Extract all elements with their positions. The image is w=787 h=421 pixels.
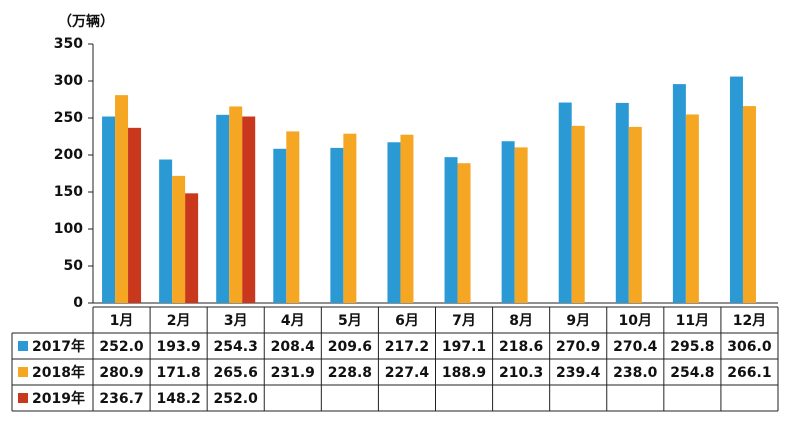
legend-label: 2019年: [32, 390, 85, 407]
x-tick-label: 1月: [110, 313, 134, 329]
x-tick-label: 5月: [338, 313, 362, 329]
bar: [514, 147, 528, 303]
y-tick-label: 50: [64, 258, 84, 274]
table-value: 254.3: [214, 339, 258, 355]
table-value: 265.6: [214, 365, 258, 381]
bar: [615, 102, 629, 304]
table-value: 231.9: [271, 365, 315, 381]
bar: [343, 133, 357, 303]
bar: [742, 106, 756, 303]
table-value: 254.8: [670, 365, 714, 381]
bar: [102, 116, 116, 304]
bar: [672, 84, 686, 303]
table-value: 217.2: [385, 339, 429, 355]
legend-label: 2018年: [32, 364, 85, 381]
bar: [273, 148, 287, 303]
x-tick-label: 4月: [281, 313, 305, 329]
bar: [457, 163, 471, 303]
y-tick-label: 200: [54, 147, 83, 163]
table-value: 218.6: [499, 339, 543, 355]
table-value: 227.4: [385, 365, 430, 381]
bar: [128, 127, 142, 303]
table-value: 238.0: [613, 365, 658, 381]
table-value: 228.8: [328, 365, 372, 381]
bar: [229, 106, 243, 304]
x-tick-label: 3月: [224, 313, 248, 329]
table-value: 280.9: [99, 365, 143, 381]
y-tick-label: 100: [54, 221, 83, 237]
x-tick-label: 9月: [566, 313, 590, 329]
x-tick-label: 10月: [619, 313, 652, 329]
x-tick-label: 11月: [676, 313, 709, 329]
bar: [216, 114, 230, 304]
x-tick-label: 12月: [733, 313, 766, 329]
table-value: 252.0: [214, 391, 259, 407]
bar: [330, 147, 344, 303]
bar: [185, 193, 199, 303]
y-tick-label: 300: [54, 73, 83, 89]
bar: [115, 95, 129, 303]
table-value: 252.0: [99, 339, 144, 355]
table-value: 295.8: [670, 339, 714, 355]
bar: [159, 159, 173, 303]
bar: [444, 157, 458, 303]
bar: [501, 141, 515, 303]
bar: [628, 126, 642, 303]
y-axis-label: （万辆）: [58, 13, 114, 30]
bar: [387, 142, 401, 303]
bar: [242, 116, 256, 304]
legend-swatch: [18, 367, 28, 377]
table-value: 208.4: [271, 339, 316, 355]
table-value: 197.1: [442, 339, 486, 355]
bar: [685, 114, 699, 303]
table-value: 239.4: [556, 365, 601, 381]
y-tick-label: 350: [54, 36, 83, 52]
legend-swatch: [18, 341, 28, 351]
table-value: 193.9: [156, 339, 200, 355]
table-value: 171.8: [156, 365, 200, 381]
y-tick-label: 150: [54, 184, 83, 200]
bar: [729, 76, 743, 303]
table-value: 306.0: [727, 339, 772, 355]
x-tick-label: 8月: [509, 313, 533, 329]
legend-swatch: [18, 393, 28, 403]
table-value: 270.9: [556, 339, 600, 355]
bar: [571, 125, 585, 304]
x-tick-label: 7月: [452, 313, 476, 329]
y-tick-label: 250: [54, 110, 83, 126]
bar: [172, 175, 186, 303]
y-tick-label: 0: [73, 295, 83, 311]
bar: [558, 102, 572, 303]
table-value: 148.2: [156, 391, 200, 407]
table-value: 270.4: [613, 339, 658, 355]
bar: [400, 134, 414, 303]
x-tick-label: 6月: [395, 313, 419, 329]
legend-label: 2017年: [32, 338, 85, 355]
table-value: 188.9: [442, 365, 486, 381]
bar: [286, 131, 300, 303]
table-value: 209.6: [328, 339, 372, 355]
table-value: 210.3: [499, 365, 543, 381]
x-tick-label: 2月: [167, 313, 191, 329]
table-value: 266.1: [727, 365, 771, 381]
table-value: 236.7: [99, 391, 143, 407]
